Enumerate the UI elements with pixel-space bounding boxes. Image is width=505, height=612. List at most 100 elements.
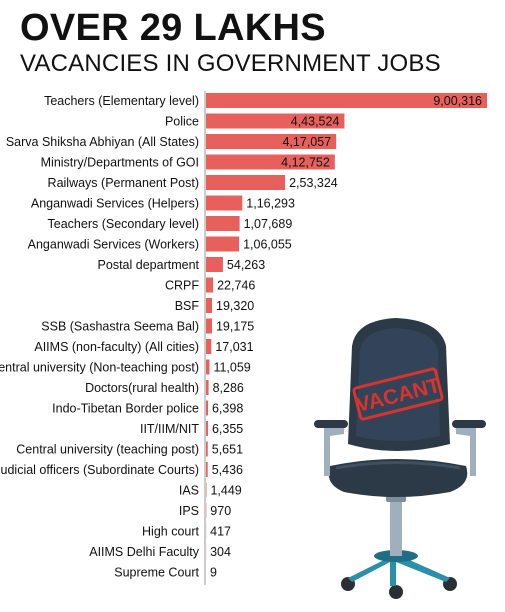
value-label: 304 [210,545,231,559]
category-label: Anganwadi Services (Workers) [28,238,199,252]
bar [206,93,487,108]
bar-row: High court 417 [142,523,231,539]
bar-row: Anganwadi Services (Workers) 1,06,055 [28,236,292,252]
bar [206,175,286,190]
bar [206,441,208,457]
category-label: Teachers (Elementary level) [44,94,199,108]
value-label: 11,059 [213,361,250,375]
category-label: Railways (Permanent Post) [48,176,199,190]
bar-row: AIIMS Delhi Faculty 304 [89,544,231,559]
category-label: Supreme Court [114,566,199,580]
value-label: 19,175 [216,320,254,334]
value-label: 19,320 [216,299,254,313]
value-label: 17,031 [215,340,253,354]
bar-row: IAS 1,449 [179,482,242,498]
bar [206,421,208,436]
value-label: 1,07,689 [244,217,293,231]
bar [206,216,240,231]
category-label: BSF [175,299,200,313]
bar-row: Railways (Permanent Post) 2,53,324 [48,175,338,190]
category-label: Doctors(rural health) [85,381,199,395]
bar-row: Teachers (Secondary level) 1,07,689 [48,216,293,231]
bar [206,195,243,211]
bar-row: Supreme Court 9 [114,564,217,580]
bar [206,236,240,252]
value-label: 9 [210,566,217,580]
bar [206,277,214,293]
bar-row: Postal department 54,263 [98,257,265,272]
value-label: 5,651 [212,443,243,457]
bar [206,359,210,375]
bar [206,462,208,477]
bar-row: Ministry/Departments of GOI 4,12,752 [41,154,335,170]
bar-row: Sarva Shiksha Abhiyan (All States) 4,17,0… [6,134,337,149]
headline: OVER 29 LAKHS [20,7,326,49]
value-label: 2,53,324 [289,176,338,190]
category-label: Teachers (Secondary level) [48,217,199,231]
value-label: 1,449 [210,484,241,498]
value-label: 6,355 [212,422,243,436]
bar [206,257,223,272]
value-label: 4,43,524 [291,115,340,129]
bar [206,134,337,149]
value-label: 970 [210,504,231,518]
value-label: 6,398 [212,402,243,416]
category-label: Anganwadi Services (Helpers) [31,197,199,211]
category-label: SSB (Sashastra Seema Bal) [41,320,199,334]
chair-armrest-left [324,424,344,476]
bar [206,113,345,129]
category-label: Police [165,115,199,129]
bar-row: Judicial officers (Subordinate Courts) 5,… [0,462,243,477]
bar-row: IPS 970 [179,503,231,518]
category-label: IAS [179,484,199,498]
category-label: IIT/IIM/NIT [140,422,199,436]
bar-row: BSF 19,320 [175,298,254,313]
bar [206,380,209,395]
bar-row: SSB (Sashastra Seema Bal) 19,175 [41,318,254,334]
chair-seat [328,459,468,497]
bar-row: Indo-Tibetan Border police 6,398 [52,400,243,416]
category-label: AIIMS (non-faculty) (All cities) [34,340,199,354]
bar-row: Central university (Non-teaching post) 11… [0,359,251,375]
category-label: Ministry/Departments of GOI [41,156,199,170]
bar-row: AIIMS (non-faculty) (All cities) 17,031 [34,339,254,354]
category-label: Sarva Shiksha Abhiyan (All States) [6,135,199,149]
bar-row: Police 4,43,524 [165,113,345,129]
bar-row: CRPF 22,746 [165,277,255,293]
category-label: High court [142,525,199,539]
value-label: 4,17,057 [282,135,331,149]
value-label: 1,16,293 [246,197,295,211]
bar [206,400,208,416]
bar-row: IIT/IIM/NIT 6,355 [140,421,243,436]
category-label: CRPF [165,279,199,293]
bar-row: Anganwadi Services (Helpers) 1,16,293 [31,195,295,211]
category-label: Judicial officers (Subordinate Courts) [0,463,199,477]
value-label: 5,436 [212,463,243,477]
value-label: 4,12,752 [281,156,330,170]
category-label: IPS [179,504,199,518]
value-label: 22,746 [217,279,255,293]
bar [206,298,213,313]
bar-row: Central university (teaching post) 5,651 [16,441,243,457]
value-label: 1,06,055 [243,238,292,252]
value-label: 9,00,316 [433,94,482,108]
category-label: Indo-Tibetan Border police [52,402,199,416]
value-label: 8,286 [213,381,244,395]
bar-row: Doctors(rural health) 8,286 [85,380,244,395]
category-label: Central university (Non-teaching post) [0,361,199,375]
stamp-border [352,367,444,421]
category-label: AIIMS Delhi Faculty [89,545,200,559]
category-label: Central university (teaching post) [16,443,199,457]
chair-gas-lift [390,498,402,556]
bar [206,339,212,354]
value-label: 54,263 [227,258,265,272]
bar [206,318,212,334]
subheadline: VACANCIES IN GOVERNMENT JOBS [20,50,441,77]
bar [206,154,335,170]
bar-row: Teachers (Elementary level) 9,00,316 [44,93,487,108]
category-label: Postal department [98,258,200,272]
chair-wheel [389,585,403,599]
chair-armrest-right [456,424,476,476]
